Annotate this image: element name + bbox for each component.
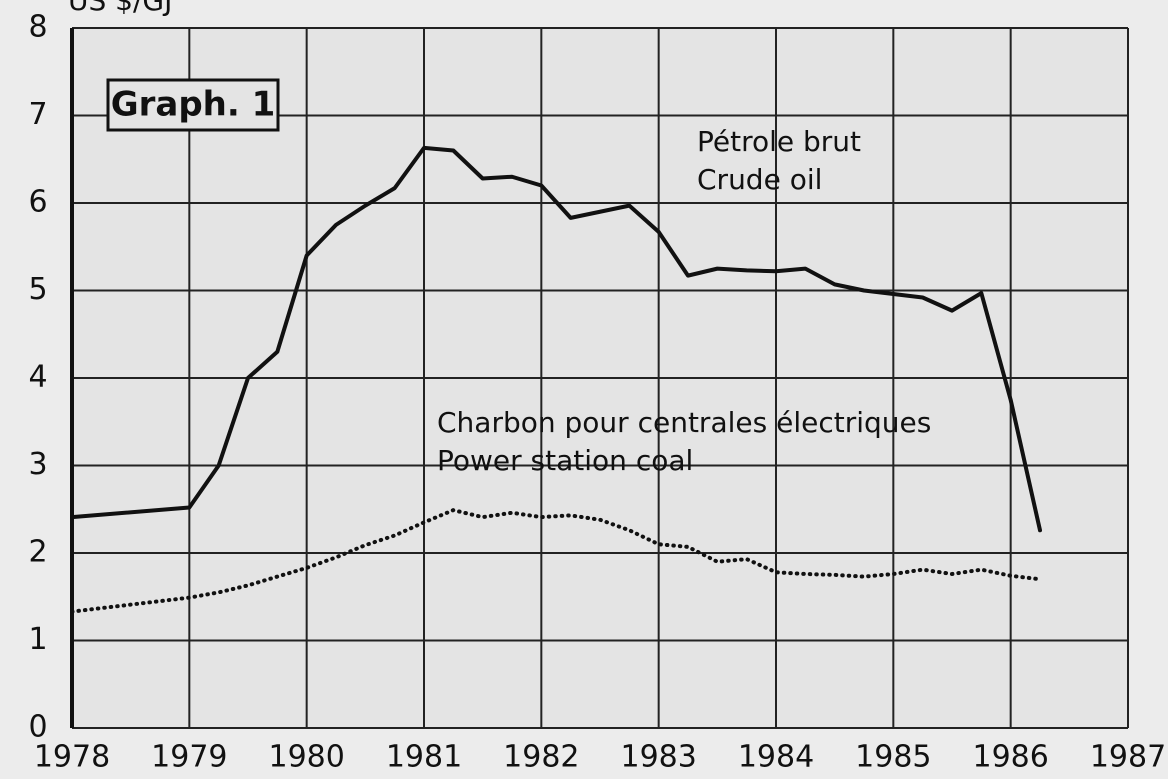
x-tick-label: 1984 — [738, 740, 814, 775]
x-tick-label: 1983 — [620, 740, 696, 775]
x-tick-label: 1981 — [386, 740, 462, 775]
series-line — [70, 145, 1042, 533]
series-label: Pétrole brut — [697, 125, 861, 158]
series-line — [70, 508, 1042, 614]
y-tick-label: 6 — [28, 185, 47, 220]
series-label: Power station coal — [437, 444, 693, 477]
lines — [70, 145, 1042, 614]
series-label: Crude oil — [697, 163, 822, 196]
y-axis-label: US $/GJ — [68, 0, 172, 17]
y-tick-label: 3 — [28, 447, 47, 482]
y-tick-label: 2 — [28, 535, 47, 570]
x-tick-label: 1979 — [151, 740, 227, 775]
x-tick-label: 1987 — [1090, 740, 1166, 775]
y-tick-label: 0 — [28, 710, 47, 745]
labels: 0 1 2 3 4 5 6 7 8 1978 1979 1980 1981 1982 1983 1984 198… — [28, 10, 1166, 775]
x-tick-label: 1982 — [503, 740, 579, 775]
graph-label: Graph. 1 — [111, 85, 276, 125]
y-tick-label: 8 — [28, 10, 47, 45]
y-tick-label: 1 — [28, 622, 47, 657]
y-tick-label: 5 — [28, 272, 47, 307]
x-tick-label: 1980 — [268, 740, 344, 775]
graph-label-box — [106, 78, 280, 132]
x-tick-label: 1986 — [972, 740, 1048, 775]
series-label: Charbon pour centrales électriques — [437, 406, 931, 439]
y-tick-label: 7 — [28, 97, 47, 132]
y-tick-label: 4 — [28, 360, 47, 395]
x-tick-label: 1985 — [855, 740, 931, 775]
x-tick-label: 1978 — [34, 740, 110, 775]
